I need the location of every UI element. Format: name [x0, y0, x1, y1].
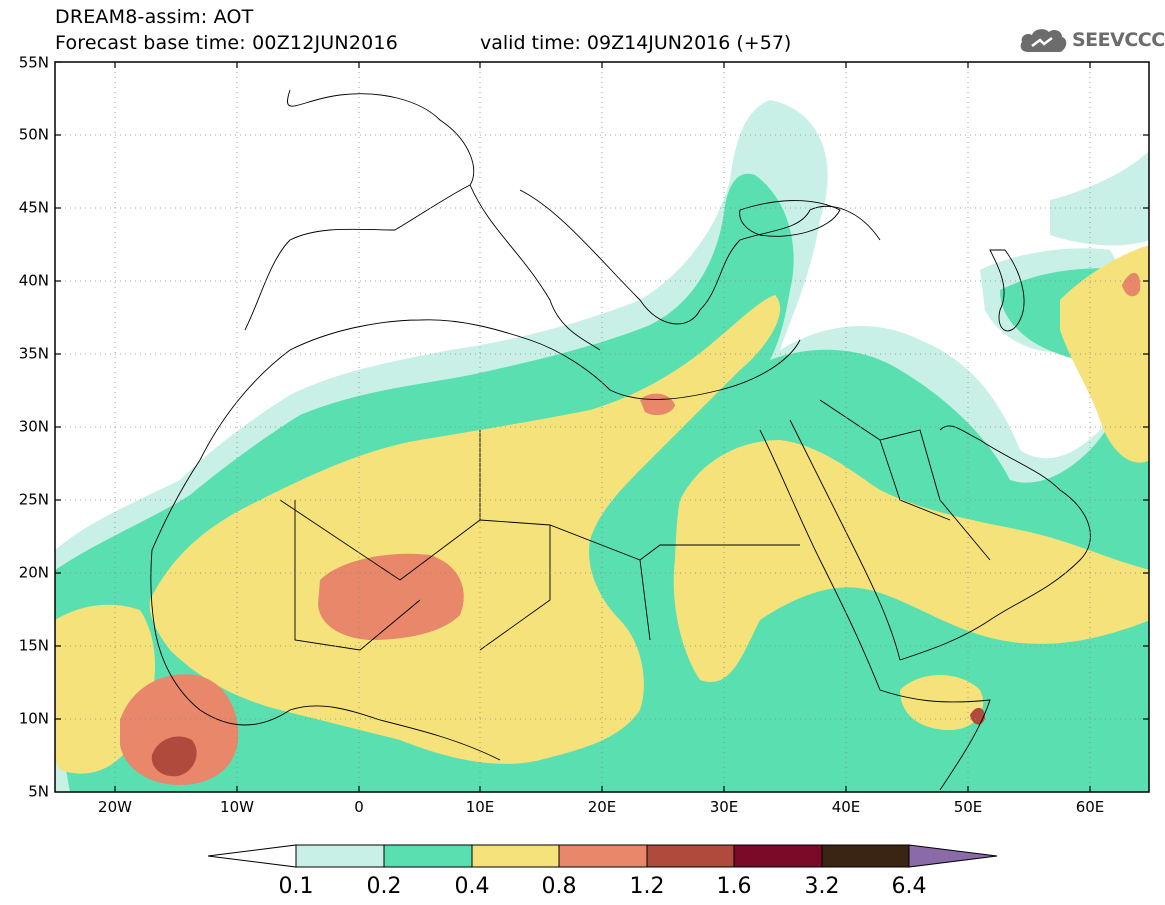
- lon-label: 40E: [832, 798, 861, 816]
- lat-label: 25N: [19, 491, 49, 509]
- lat-label: 15N: [19, 637, 49, 655]
- valid-time: valid time: 09Z14JUN2016 (+57): [480, 32, 792, 54]
- lon-label: 20E: [588, 798, 617, 816]
- black-sea: [739, 200, 841, 237]
- colorbar-label: 1.6: [717, 874, 752, 899]
- colorbar-label: 0.8: [542, 874, 577, 899]
- coastlines: [150, 89, 1091, 791]
- aot-field-08d: [1122, 272, 1141, 297]
- tick-marks: [55, 61, 1149, 792]
- coast-red-sea: [759, 419, 901, 691]
- lat-label: 5N: [28, 783, 49, 801]
- seevccc-logo: SEEVCCC: [1018, 26, 1165, 54]
- border-sahara-2: [294, 430, 651, 651]
- colorbar-bin: [295, 844, 385, 868]
- lon-label: 60E: [1076, 798, 1105, 816]
- lon-label: 10E: [466, 798, 495, 816]
- colorbar-bin: [733, 844, 823, 868]
- coast-arabia: [899, 425, 1091, 661]
- lat-label: 10N: [19, 710, 49, 728]
- lon-label: 30E: [710, 798, 739, 816]
- graticule: [55, 62, 1149, 792]
- aot-field-04: [149, 295, 781, 764]
- aot-field-04e: [900, 675, 984, 730]
- forecast-base-time: Forecast base time: 00Z12JUN2016: [55, 32, 398, 54]
- coast-west-africa: [150, 459, 501, 761]
- lat-label: 35N: [19, 345, 49, 363]
- aot-fields: [55, 100, 1149, 792]
- colorbar-bin: [471, 844, 560, 868]
- caspian-sea: [989, 249, 1025, 332]
- lat-label: 30N: [19, 418, 49, 436]
- colorbar-labels: 0.1 0.2 0.4 0.8 1.2 1.6 3.2 6.4: [279, 874, 927, 899]
- lat-label: 20N: [19, 564, 49, 582]
- lon-labels: 20W 10W 0 10E 20E 30E 40E 50E 60E: [98, 798, 1104, 816]
- coast-horn-africa: [879, 689, 991, 791]
- colorbar-bin: [646, 844, 735, 868]
- aot-field-08b: [120, 674, 239, 785]
- colorbar-bin: [821, 844, 910, 868]
- lon-label: 20W: [98, 798, 132, 816]
- aot-field-01c: [1050, 150, 1149, 246]
- colorbar-label: 1.2: [630, 874, 665, 899]
- colorbar-low-arrow: [207, 844, 297, 868]
- cloud-icon: [1020, 29, 1067, 52]
- colorbar-bin: [383, 844, 473, 868]
- lat-label: 45N: [19, 199, 49, 217]
- colorbar-label: 0.2: [367, 874, 402, 899]
- logo-text: SEEVCCC: [1072, 29, 1165, 51]
- lon-label: 50E: [954, 798, 983, 816]
- colorbar-label: 3.2: [805, 874, 840, 899]
- aot-field-12: [151, 736, 197, 777]
- aot-field-08: [318, 553, 464, 640]
- lon-label: 10W: [220, 798, 254, 816]
- coast-europe: [244, 89, 881, 351]
- colorbar: 0.1 0.2 0.4 0.8 1.2 1.6 3.2 6.4: [207, 844, 998, 899]
- colorbar-high-arrow: [908, 844, 998, 868]
- aot-field-04c: [1060, 245, 1149, 463]
- lon-label: 0: [354, 798, 364, 816]
- colorbar-bin: [558, 844, 648, 868]
- aot-field-12b: [970, 707, 985, 725]
- colorbar-label: 0.1: [279, 874, 314, 899]
- colorbar-label: 0.4: [455, 874, 490, 899]
- lat-labels: 55N 50N 45N 40N 35N 30N 25N 20N 15N 10N …: [19, 54, 49, 801]
- lat-label: 50N: [19, 126, 49, 144]
- lat-label: 55N: [19, 54, 49, 72]
- map-title: DREAM8-assim: AOT: [55, 6, 254, 28]
- colorbar-label: 6.4: [892, 874, 927, 899]
- lat-label: 40N: [19, 272, 49, 290]
- coast-north-africa: [199, 319, 801, 461]
